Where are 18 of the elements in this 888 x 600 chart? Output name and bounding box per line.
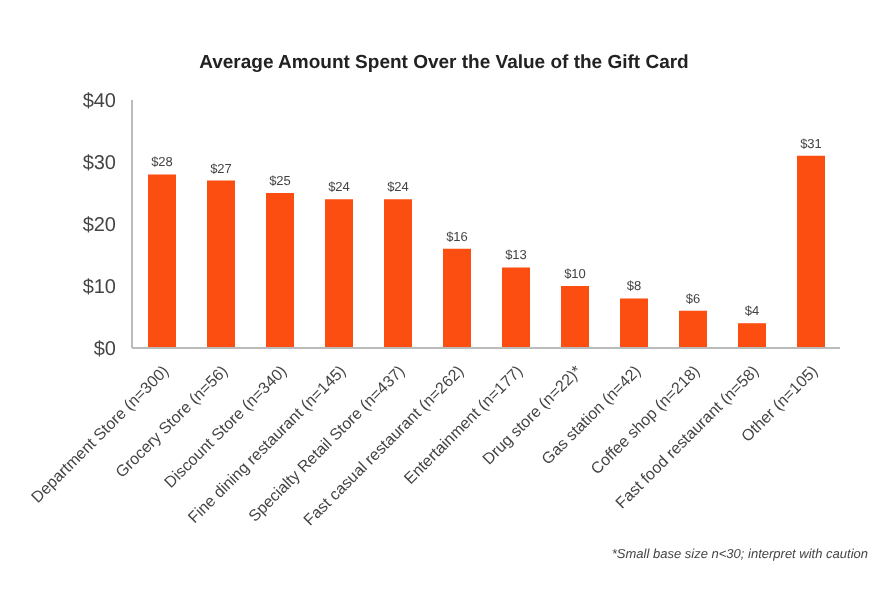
bar bbox=[207, 180, 235, 348]
bar bbox=[797, 155, 825, 348]
y-tick-label: $40 bbox=[82, 91, 117, 114]
bar bbox=[266, 193, 294, 348]
bar bbox=[148, 174, 176, 348]
y-tick-label: $20 bbox=[82, 215, 117, 238]
y-tick-label: $30 bbox=[82, 153, 117, 176]
bar bbox=[325, 199, 353, 348]
bar bbox=[561, 286, 589, 348]
bar bbox=[620, 298, 648, 348]
bar bbox=[502, 267, 530, 348]
bar bbox=[738, 323, 766, 348]
y-tick-label: $0 bbox=[93, 339, 117, 362]
bar bbox=[679, 310, 707, 348]
bar bbox=[443, 248, 471, 348]
y-tick-label: $10 bbox=[82, 277, 117, 300]
bar bbox=[384, 199, 412, 348]
chart-title: Average Amount Spent Over the Value of the Gift Card bbox=[197, 52, 691, 74]
